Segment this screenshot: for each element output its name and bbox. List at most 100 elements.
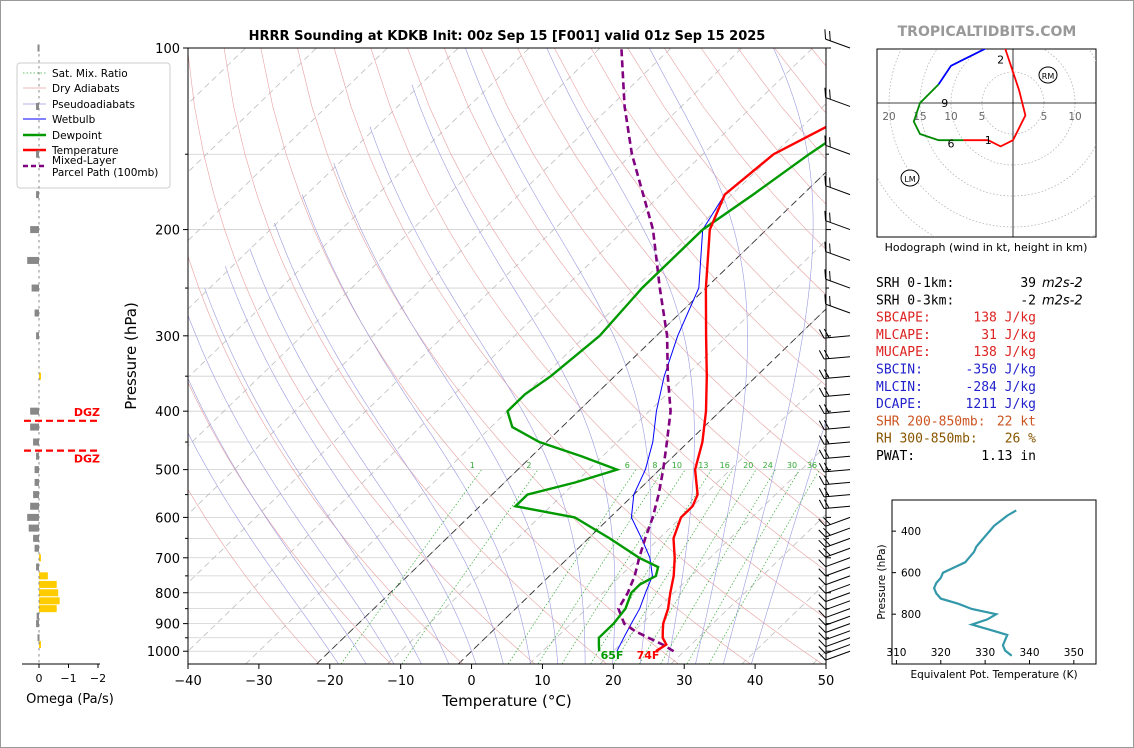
y-tick-label: 400: [155, 405, 180, 420]
wind-barb: [818, 623, 851, 633]
barb-staff: [825, 537, 851, 548]
barb-flag: [824, 294, 827, 305]
moist-adiabat: [188, 314, 395, 664]
omega-axis-label: Omega (Pa/s): [26, 692, 114, 707]
legend-box: [16, 62, 171, 189]
isotherm-line: [188, 48, 530, 378]
barb-staff: [825, 97, 851, 107]
barb-flag: [818, 369, 825, 379]
dry-adiabat: [1105, 48, 1134, 664]
barb-flag: [824, 87, 827, 98]
omega-bar: [30, 407, 39, 415]
moist-adiabat: [465, 48, 652, 664]
wind-barb: [818, 615, 851, 626]
dry-adiabat: [188, 488, 320, 664]
omega-bar: [36, 612, 39, 620]
hodograph-ring-label: 20: [882, 111, 895, 123]
wind-barb: [818, 369, 851, 379]
wind-barb: [818, 644, 851, 654]
barb-staff: [825, 251, 851, 261]
wind-barb: [818, 575, 851, 586]
barb-flag: [818, 529, 826, 538]
omega-bar: [34, 478, 39, 486]
omega-bar: [30, 502, 39, 510]
omega-bar: [39, 605, 57, 613]
isotherm-line: [188, 48, 601, 447]
barb-staff: [825, 608, 851, 619]
index-label: SHR 200-850mb:: [876, 414, 986, 429]
dry-adiabat: [443, 48, 826, 525]
barb-flag: [829, 243, 831, 254]
moist-adiabat: [204, 287, 422, 664]
wind-barb: [824, 269, 851, 289]
dry-adiabat: [333, 48, 823, 664]
mixing-ratio-line: [507, 469, 637, 664]
barb-staff: [824, 356, 851, 360]
wind-barb: [818, 637, 851, 648]
omega-x-tick-label: −2: [90, 672, 106, 685]
barb-flag: [818, 499, 825, 509]
x-tick-label: 10: [534, 674, 551, 689]
barb-staff: [825, 38, 851, 49]
mixing-ratio-label: 16: [720, 461, 730, 470]
barb-staff: [825, 220, 851, 231]
omega-panel: 0 −1 −2 Omega (Pa/s) DGZ DGZ: [22, 44, 114, 707]
y-tick-label: 500: [155, 464, 180, 479]
barb-flag: [829, 295, 831, 306]
mixing-ratio-label: 1: [470, 461, 475, 470]
wind-barbs: [818, 29, 851, 661]
temperature-line: [655, 125, 826, 653]
chart-title: HRRR Sounding at KDKB Init: 00z Sep 15 […: [249, 29, 766, 44]
wind-barb: [818, 527, 851, 538]
mixing-ratio-line: [686, 469, 800, 664]
theta-e-y-tick-label: 800: [901, 609, 921, 621]
barb-staff: [825, 144, 851, 155]
index-label: SRH 0-3km:: [876, 293, 954, 308]
barb-flag: [818, 646, 826, 654]
mixing-ratio-label: 6: [625, 461, 630, 470]
barb-staff: [824, 455, 851, 459]
storm-motion-left-label: LM: [904, 175, 915, 184]
isotherm-line: [188, 48, 814, 652]
wind-barb: [818, 435, 851, 445]
barb-flag: [823, 517, 831, 525]
barb-flag: [823, 547, 831, 556]
barb-staff: [825, 547, 851, 558]
barb-staff: [825, 185, 851, 196]
wetbulb-line: [616, 126, 826, 652]
barb-staff: [824, 494, 851, 498]
index-label: SBCAPE:: [876, 311, 931, 326]
index-label: RH 300-850mb:: [876, 432, 978, 447]
skew-t-profiles: 65F 74F: [506, 48, 826, 662]
moist-adiabat: [188, 377, 367, 664]
hodograph-trace: [963, 53, 1027, 148]
index-value: 1.13 in: [981, 449, 1036, 464]
y-tick-label: 900: [155, 618, 180, 633]
moist-adiabat: [723, 48, 814, 664]
index-label: MLCAPE:: [876, 328, 931, 343]
storm-motion-left-marker: [900, 169, 920, 187]
barb-flag: [823, 420, 830, 430]
index-value: 31 J/kg: [981, 328, 1036, 343]
wind-barb: [818, 462, 851, 473]
dry-adiabat: [590, 48, 826, 341]
x-tick-label: 50: [818, 674, 835, 689]
barb-staff: [825, 637, 851, 648]
x-axis-label: Temperature (°C): [441, 692, 571, 710]
y-axis-label: Pressure (hPa): [122, 302, 140, 410]
wind-barb: [824, 175, 851, 196]
barb-flag: [818, 559, 826, 568]
index-value: 22 kt: [997, 414, 1036, 429]
barb-staff: [824, 375, 851, 379]
barb-staff: [825, 566, 851, 577]
brand-watermark: TROPICALTIDBITS.COM: [898, 24, 1077, 40]
dry-adiabat: [517, 48, 826, 432]
sounding-indices: SRH 0-1km: 39 m2s-2 SRH 0-3km: -2 m2s-2 SBCAPE…: [876, 276, 1083, 464]
barb-flag: [818, 488, 825, 498]
hodograph-ring-label: 10: [944, 111, 957, 123]
barb-staff: [825, 303, 851, 314]
barb-flag: [824, 29, 827, 40]
barb-staff: [825, 583, 851, 594]
